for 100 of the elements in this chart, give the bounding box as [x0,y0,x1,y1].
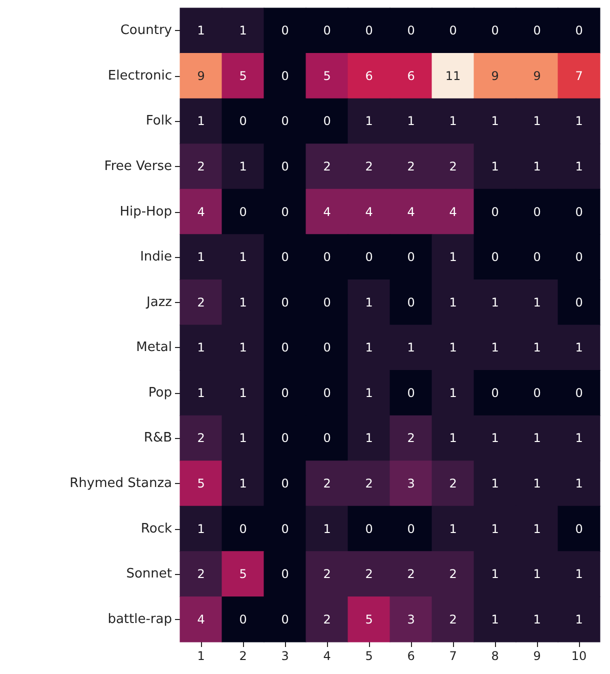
data-label: 1 [575,340,583,355]
data-label: 1 [575,160,583,174]
data-label: 1 [533,476,541,490]
y-tick-label: Folk [146,114,172,129]
data-label: 1 [407,114,415,128]
data-label: 1 [449,250,457,264]
data-label: 2 [449,160,457,174]
data-label: 0 [575,204,583,219]
data-label: 0 [281,522,289,536]
data-label: 0 [407,386,415,400]
data-label: 2 [407,160,415,174]
data-label: 0 [281,160,289,174]
data-label: 1 [239,431,247,446]
data-label: 2 [323,476,331,490]
x-tick-label: 7 [449,649,457,663]
data-label: 4 [323,204,331,219]
data-label: 1 [449,431,457,446]
data-label: 0 [281,612,289,626]
data-label: 1 [197,340,205,355]
data-label: 5 [239,68,247,83]
data-label: 1 [575,567,583,582]
data-label: 0 [281,295,289,310]
data-label: 1 [197,250,205,264]
data-label: 7 [575,68,583,83]
y-tick-label: Free Verse [104,159,172,174]
y-tick-label: Sonnet [126,566,172,582]
data-label: 0 [575,522,583,536]
data-label: 0 [239,204,247,219]
data-label: 1 [491,567,499,582]
data-label: 1 [449,522,457,536]
y-tick-label: battle-rap [108,612,172,627]
data-label: 2 [407,431,415,446]
data-label: 2 [449,567,457,582]
data-label: 1 [449,114,457,128]
data-label: 1 [533,160,541,174]
data-label: 0 [239,522,247,536]
data-label: 0 [281,114,289,128]
data-label: 1 [239,160,247,174]
y-tick-label: Electronic [108,68,172,84]
data-label: 1 [575,476,583,490]
data-label: 1 [491,522,499,536]
x-tick-label: 4 [323,649,331,663]
data-label: 1 [365,386,373,400]
data-label: 1 [323,522,331,536]
data-label: 3 [407,612,415,626]
data-label: 0 [323,114,331,128]
data-label: 2 [323,567,331,582]
data-label: 0 [407,250,415,264]
data-label: 0 [281,431,289,446]
data-label: 1 [533,340,541,355]
data-label: 11 [445,68,461,83]
data-label: 0 [323,24,331,38]
data-label: 0 [323,340,331,355]
data-label: 1 [239,250,247,264]
data-label: 1 [239,476,247,490]
data-label: 2 [197,567,205,582]
y-tick-label: Pop [148,385,172,400]
x-tick-label: 3 [281,649,289,663]
data-label: 0 [323,431,331,446]
data-label: 0 [365,24,373,38]
data-label: 5 [365,612,373,626]
data-label: 9 [197,68,205,83]
data-label: 3 [407,476,415,490]
data-label: 0 [407,24,415,38]
data-label: 1 [491,160,499,174]
y-tick-label: Jazz [146,294,172,310]
data-label: 0 [281,24,289,38]
data-label: 0 [281,386,289,400]
y-tick-label: Indie [140,250,172,265]
data-label: 2 [323,160,331,174]
data-label: 0 [323,386,331,400]
data-label: 0 [533,24,541,38]
data-label: 1 [365,431,373,446]
data-label: 2 [449,476,457,490]
data-label: 0 [281,68,289,83]
data-label: 0 [575,386,583,400]
data-label: 1 [197,386,205,400]
data-label: 1 [239,340,247,355]
x-tick-label: 1 [197,649,205,663]
data-label: 0 [491,24,499,38]
data-label: 4 [365,204,373,219]
data-label: 0 [281,567,289,582]
data-label: 0 [407,522,415,536]
y-tick-label: Rhymed Stanza [70,476,172,491]
data-label: 1 [575,114,583,128]
data-label: 4 [197,612,205,626]
data-label: 0 [533,250,541,264]
data-label: 1 [491,295,499,310]
data-label: 1 [365,295,373,310]
data-label: 1 [533,114,541,128]
data-label: 1 [491,114,499,128]
data-label: 2 [407,567,415,582]
data-label: 5 [239,567,247,582]
data-label: 1 [491,476,499,490]
data-label: 0 [239,114,247,128]
data-label: 2 [197,431,205,446]
x-tick-label: 8 [491,649,499,663]
data-label: 0 [281,250,289,264]
y-tick-label: R&B [144,430,172,446]
data-label: 0 [239,612,247,626]
